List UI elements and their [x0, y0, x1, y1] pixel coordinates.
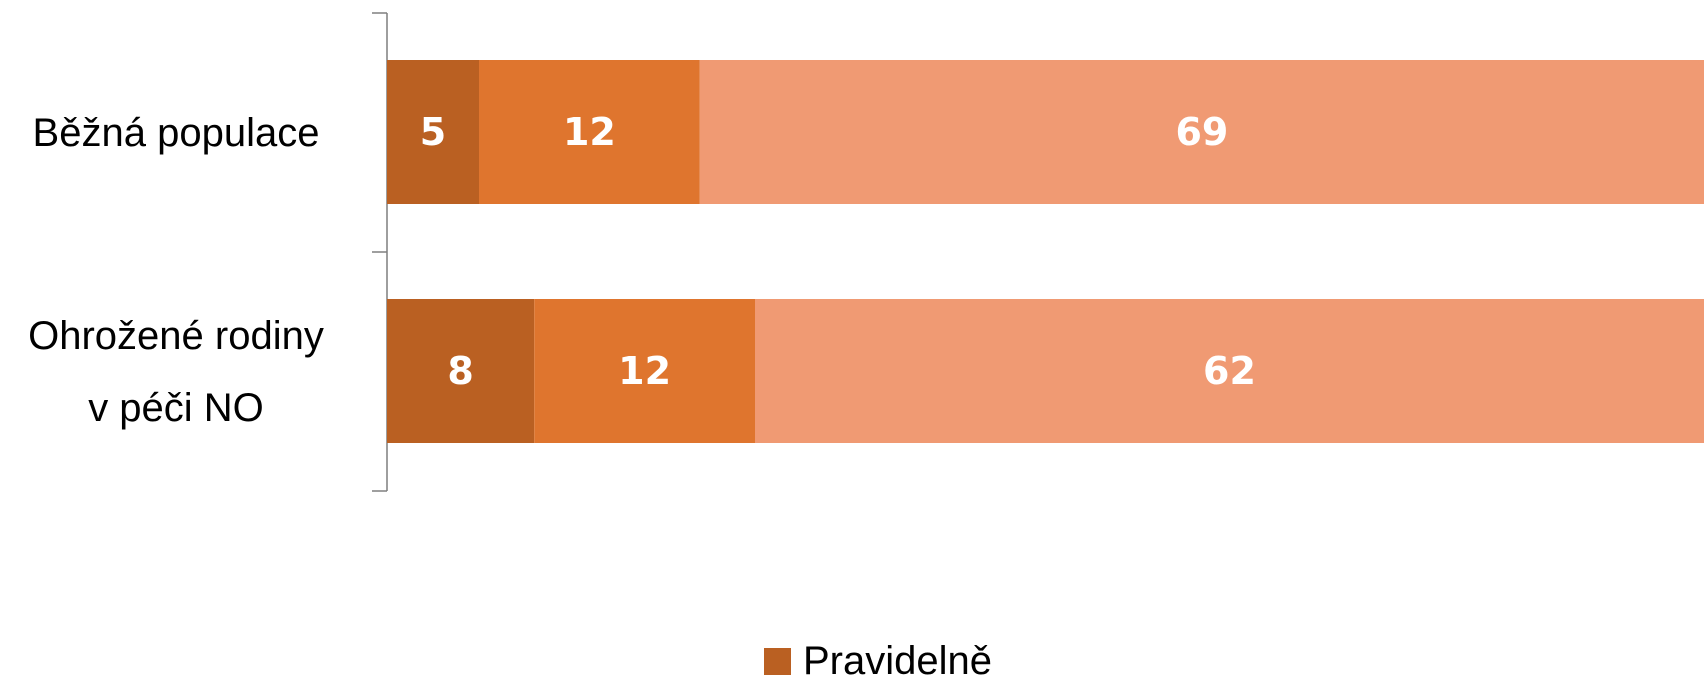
- bar-segment: [387, 299, 535, 443]
- data-label: 8: [447, 349, 473, 393]
- bar-segment: [534, 299, 755, 443]
- bar-segment: [479, 60, 700, 204]
- data-label: 12: [618, 349, 671, 393]
- data-label: 5: [420, 110, 446, 154]
- category-label: Ohrožené rodiny: [28, 314, 324, 358]
- category-labels: Běžná populace Ohrožené rodiny v péči NO: [28, 111, 324, 430]
- bar-segment: [387, 60, 479, 204]
- legend-entry: Pravidelně: [803, 639, 992, 677]
- bars: 51269148126219: [387, 60, 1704, 443]
- legend: Pravidelně: [764, 639, 992, 677]
- legend-swatch: [764, 648, 791, 675]
- category-label: v péči NO: [88, 386, 264, 430]
- data-label: 69: [1175, 110, 1228, 154]
- bar-segment: [699, 60, 1704, 204]
- category-label: Běžná populace: [33, 111, 320, 155]
- bar-segment: [755, 299, 1704, 443]
- category-axis: [372, 12, 388, 492]
- data-label: 62: [1203, 349, 1256, 393]
- data-label: 12: [563, 110, 616, 154]
